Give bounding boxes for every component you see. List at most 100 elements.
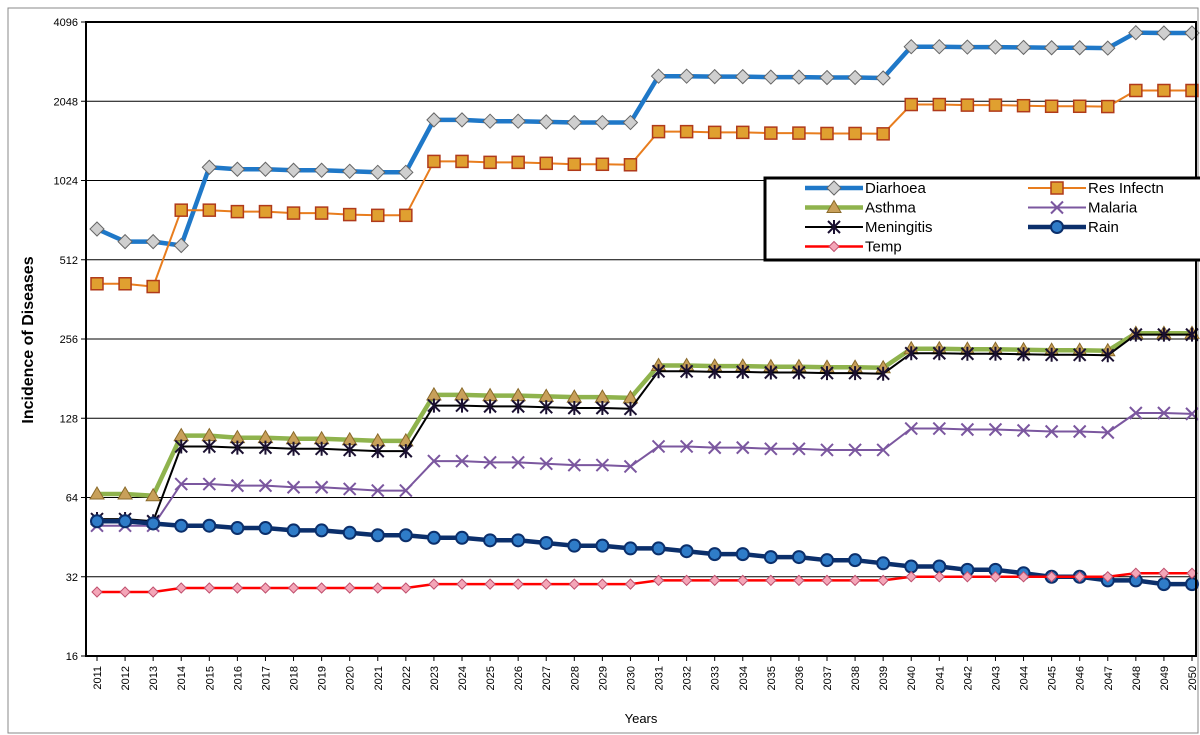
data-point	[1043, 40, 1060, 56]
data-point	[876, 127, 890, 141]
data-point	[230, 440, 245, 455]
data-point	[848, 126, 862, 141]
data-point	[1128, 24, 1144, 41]
data-point	[1017, 571, 1030, 583]
data-point	[258, 440, 273, 455]
data-point	[539, 535, 554, 550]
data-point	[426, 530, 441, 545]
y-tick-label: 2048	[54, 96, 78, 108]
legend-item-meningitis: Meningitis	[805, 219, 933, 236]
data-point	[539, 400, 553, 415]
data-point	[343, 582, 356, 594]
data-point	[623, 459, 638, 474]
series-layer	[89, 24, 1200, 598]
x-tick-label: 2040	[906, 666, 918, 690]
x-tick-label: 2037	[822, 666, 834, 690]
x-tick-label: 2043	[990, 666, 1002, 690]
data-point	[258, 204, 273, 219]
data-point	[90, 277, 104, 291]
data-point	[483, 399, 497, 414]
data-point	[652, 574, 665, 587]
data-point	[679, 364, 694, 379]
series-res-infectn	[90, 83, 1199, 294]
data-point	[174, 477, 188, 491]
data-point	[1016, 423, 1031, 438]
data-point	[455, 154, 469, 169]
x-tick-label: 2021	[373, 666, 385, 690]
data-point	[259, 582, 272, 594]
data-point	[1015, 39, 1032, 56]
legend-label: Malaria	[1088, 200, 1138, 217]
data-point	[370, 164, 386, 181]
x-tick-label: 2014	[176, 666, 188, 690]
data-point	[933, 571, 946, 583]
data-point	[174, 203, 188, 217]
data-point	[904, 421, 918, 436]
data-point	[876, 443, 890, 457]
data-point	[764, 442, 778, 456]
data-point	[90, 514, 104, 529]
y-tick-label: 16	[66, 651, 78, 663]
data-point	[398, 528, 413, 543]
data-point	[511, 155, 525, 170]
data-point	[1050, 220, 1064, 234]
data-point	[624, 578, 637, 590]
x-axis-ticks: 2011 2012 2013 2014 2015 2016 2017 2018 2019 2020…	[92, 656, 1199, 690]
plot-border	[85, 21, 1197, 657]
data-point	[539, 156, 553, 171]
data-point	[371, 483, 385, 498]
data-point	[314, 441, 329, 456]
data-point	[905, 571, 917, 583]
data-point	[792, 442, 806, 456]
data-point	[1044, 347, 1059, 362]
x-tick-label: 2049	[1159, 666, 1171, 690]
legend-item-res-infectn: Res Infectn	[1028, 180, 1164, 197]
x-tick-label: 2023	[429, 666, 441, 690]
data-point	[708, 574, 721, 587]
y-tick-label: 4096	[54, 17, 78, 29]
data-point	[427, 454, 441, 468]
data-point	[903, 38, 919, 55]
data-point	[89, 221, 105, 237]
data-point	[314, 206, 329, 220]
legend-item-diarhoea: Diarhoea	[805, 180, 927, 197]
data-point	[679, 124, 694, 139]
data-point	[146, 279, 160, 294]
legend-label: Diarhoea	[865, 180, 927, 197]
data-point	[1129, 327, 1143, 342]
legend-label: Res Infectn	[1088, 180, 1164, 197]
data-point	[828, 240, 840, 253]
x-tick-label: 2026	[513, 666, 525, 690]
data-point	[875, 70, 891, 86]
data-point	[960, 346, 975, 361]
x-tick-label: 2035	[766, 666, 778, 690]
data-point	[932, 421, 947, 436]
data-point	[399, 444, 413, 459]
data-point	[595, 157, 610, 172]
data-point	[426, 112, 442, 128]
data-point	[847, 69, 863, 86]
data-point	[849, 574, 861, 587]
data-point	[427, 154, 441, 169]
data-point	[651, 439, 666, 454]
data-point	[203, 582, 216, 594]
data-point	[678, 68, 695, 84]
data-point	[484, 578, 496, 590]
data-point	[483, 455, 497, 470]
data-point	[538, 114, 554, 130]
data-point	[623, 401, 638, 416]
data-point	[202, 477, 217, 491]
data-point	[623, 541, 638, 556]
x-axis-label: Years	[625, 711, 658, 726]
y-tick-label: 512	[60, 255, 78, 267]
x-tick-label: 2042	[962, 666, 974, 690]
x-tick-label: 2019	[317, 666, 329, 690]
x-tick-label: 2036	[794, 666, 806, 690]
data-point	[764, 365, 778, 380]
x-tick-label: 2033	[710, 666, 722, 690]
data-point	[961, 571, 974, 583]
data-point	[511, 399, 525, 414]
data-point	[512, 578, 524, 590]
x-tick-label: 2050	[1187, 666, 1199, 690]
data-point	[827, 220, 841, 234]
